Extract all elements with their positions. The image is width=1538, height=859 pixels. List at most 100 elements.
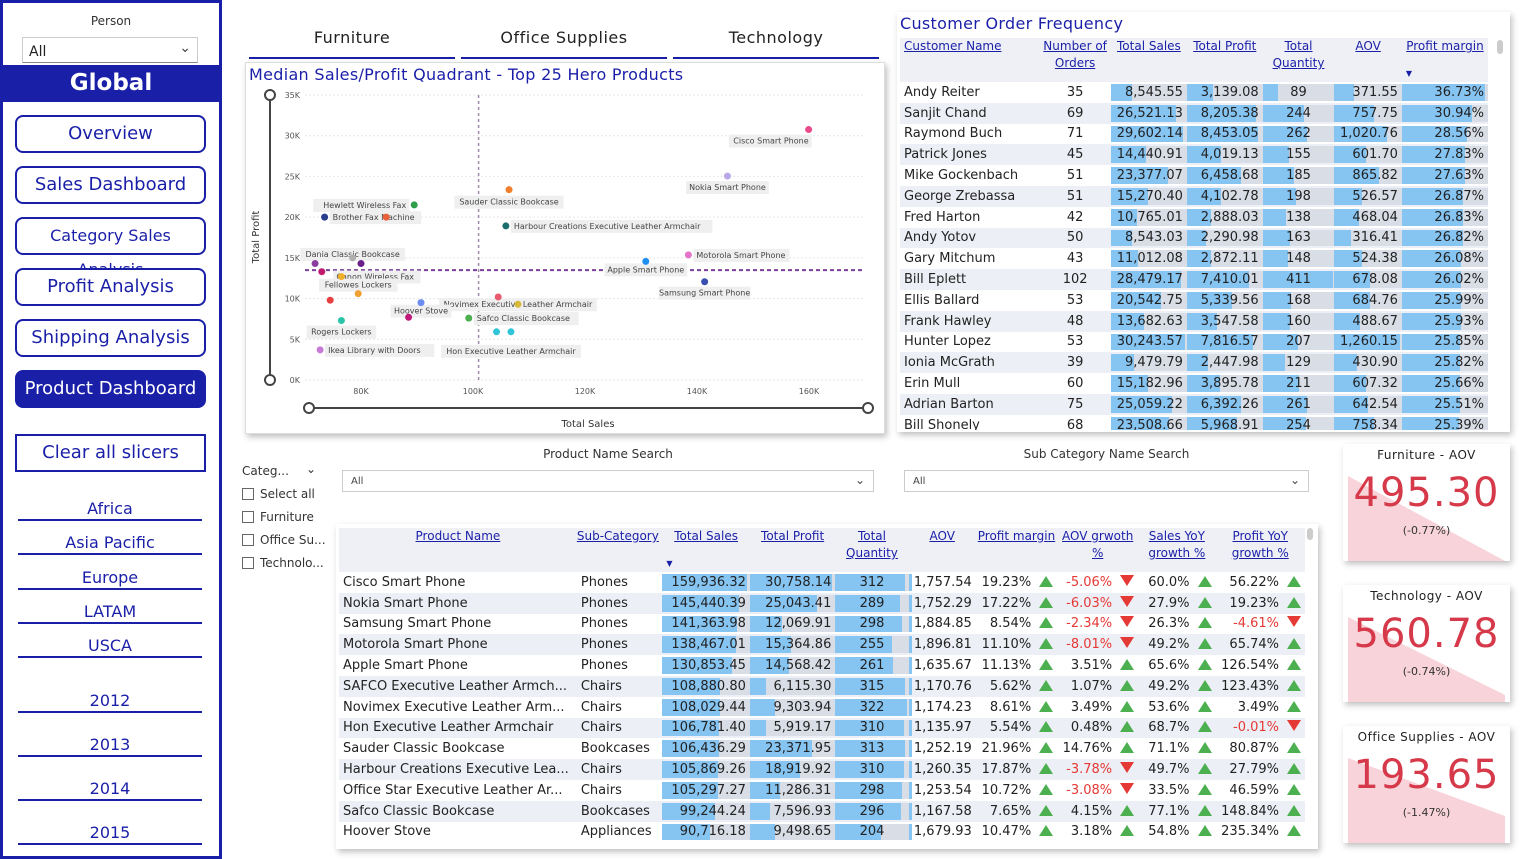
product-header-cell[interactable]: Sales YoY growth % <box>1138 528 1216 572</box>
product-header-cell[interactable]: Profit YoY growth % <box>1215 528 1305 572</box>
table-row[interactable]: Adrian Barton 75 25,059.22 6,392.26 261 642.5… <box>900 393 1488 415</box>
tab-technology[interactable]: Technology <box>673 28 879 59</box>
checkbox[interactable] <box>242 511 254 523</box>
clear-slicers-button[interactable]: Clear all slicers <box>15 434 206 472</box>
category-option-office-supplies[interactable]: Office Su... <box>242 533 326 547</box>
product-header-cell[interactable]: Product Name <box>339 528 577 572</box>
up-arrow-icon <box>1287 638 1301 650</box>
customer-header-cell[interactable]: Total Profit <box>1186 38 1263 82</box>
table-row[interactable]: Sanjit Chand 69 26,521.13 8,205.38 244 757.75… <box>900 102 1488 124</box>
growth-cell: -2.34% <box>1057 614 1138 635</box>
customer-header-cell[interactable]: Total Quantity <box>1262 38 1335 82</box>
product-header-cell[interactable]: AOV grwoth % <box>1057 528 1139 572</box>
subcategory-search-dropdown[interactable]: All ⌄ <box>904 470 1309 492</box>
region-europe-button[interactable]: Europe <box>18 568 202 590</box>
cell-text: 5,339.56 <box>1200 292 1259 308</box>
table-row[interactable]: Mike Gockenbach 51 23,377.07 6,458.68 185 865… <box>900 165 1488 186</box>
cell-text: 1,635.67 <box>913 658 972 674</box>
cell-text: Samsung Smart Phone <box>343 616 492 632</box>
tab-office-supplies[interactable]: Office Supplies <box>461 28 667 59</box>
year-2015-button[interactable]: 2015 <box>18 823 202 845</box>
nav-shipping-analysis-button[interactable]: Shipping Analysis <box>15 319 206 357</box>
table-row[interactable]: Harbour Creations Executive Lea... Chairs… <box>339 759 1305 780</box>
year-2013-button[interactable]: 2013 <box>18 735 202 757</box>
checkbox[interactable] <box>242 488 254 500</box>
table-row[interactable]: Ionia McGrath 39 9,479.79 2,447.98 129 430.90… <box>900 352 1488 374</box>
region-latam-button[interactable]: LATAM <box>18 602 202 624</box>
cell-text: 8.54% <box>989 616 1032 632</box>
customer-table-scrollbar[interactable] <box>1497 40 1503 54</box>
table-row[interactable]: Apple Smart Phone Phones 130,853.45 14,568.… <box>339 655 1305 676</box>
table-row[interactable]: Hon Executive Leather Armchair Chairs 106,… <box>339 717 1305 739</box>
product-header-cell[interactable]: Profit margin <box>975 528 1058 572</box>
product-table-viewport[interactable]: Product Name Sub-Category Total Sales ▼ Tota… <box>339 528 1305 848</box>
table-row[interactable]: Nokia Smart Phone Phones 145,440.39 25,043.… <box>339 592 1305 614</box>
nav-product-dashboard-button[interactable]: Product Dashboard <box>15 370 206 408</box>
product-header-cell[interactable]: AOV <box>908 528 976 572</box>
table-row[interactable]: Ellis Ballard 53 20,542.75 5,339.56 168 684.7… <box>900 290 1488 311</box>
table-row[interactable]: Andy Yotov 50 8,543.03 2,290.98 163 316.41 26.… <box>900 227 1488 249</box>
category-option-select-all[interactable]: Select all <box>242 487 315 501</box>
nav-category-sales-analysis-button[interactable]: Category Sales Analysis <box>15 217 206 279</box>
cell-bar <box>1110 416 1169 430</box>
nav-profit-analysis-button[interactable]: Profit Analysis <box>15 268 206 306</box>
cell-text: 7,816.57 <box>1200 334 1259 350</box>
table-row[interactable]: Erin Mull 60 15,182.96 3,895.78 211 607.32 25.… <box>900 373 1488 394</box>
customer-header-cell[interactable]: Number of Orders <box>1039 38 1111 82</box>
year-2014-button[interactable]: 2014 <box>18 779 202 801</box>
nav-sales-dashboard-button[interactable]: Sales Dashboard <box>15 166 206 204</box>
table-row[interactable]: Cisco Smart Phone Phones 159,936.32 30,758.… <box>339 572 1305 593</box>
customer-header-cell[interactable]: Total Sales <box>1110 38 1187 82</box>
cell-text: 30,758.14 <box>765 574 832 590</box>
category-option-furniture[interactable]: Furniture <box>242 510 314 524</box>
table-row[interactable]: SAFCO Executive Leather Armch... Chairs 10… <box>339 675 1305 697</box>
chevron-down-icon: ⌄ <box>179 40 191 56</box>
product-header-cell[interactable]: Total Sales ▼ <box>662 528 750 572</box>
tab-furniture[interactable]: Furniture <box>249 28 455 59</box>
product-table-scrollbar[interactable] <box>1307 528 1313 540</box>
customer-header-cell[interactable]: Customer Name <box>900 38 1040 82</box>
cell-text: 10,765.01 <box>1116 209 1183 225</box>
data-point <box>684 251 692 259</box>
cell-text: Chairs <box>580 782 622 798</box>
category-option-technology[interactable]: Technolo... <box>242 556 324 570</box>
table-row[interactable]: Novimex Executive Leather Arm... Chairs 10… <box>339 697 1305 718</box>
chevron-down-icon[interactable]: ⌄ <box>306 462 317 476</box>
region-asia-pacific-button[interactable]: Asia Pacific <box>18 533 202 555</box>
region-usca-button[interactable]: USCA <box>18 636 202 658</box>
table-row[interactable]: Sauder Classic Bookcase Bookcases 106,436.… <box>339 738 1305 759</box>
product-search-dropdown[interactable]: All ⌄ <box>342 470 874 492</box>
cell-text: 163 <box>1286 230 1311 246</box>
product-header-cell[interactable]: Total Profit <box>749 528 836 572</box>
table-row[interactable]: Gary Mitchum 43 11,012.08 2,872.11 148 524.38… <box>900 248 1488 269</box>
table-row[interactable]: Hoover Stove Appliances 90,716.18 9,498.65 2… <box>339 822 1305 843</box>
table-row[interactable]: Hunter Lopez 53 30,243.57 7,816.57 207 1,260.… <box>900 332 1488 353</box>
table-row[interactable]: Patrick Jones 45 14,440.91 4,019.13 155 601.7… <box>900 144 1488 166</box>
customer-header-cell[interactable]: AOV <box>1334 38 1402 82</box>
customer-table-viewport[interactable]: Customer Name Number of Orders Total Sales… <box>900 38 1490 430</box>
table-row[interactable]: Motorola Smart Phone Phones 138,467.01 15,3… <box>339 634 1305 656</box>
product-name-cell: Hoover Stove <box>339 822 577 843</box>
table-row[interactable]: Andy Reiter 35 8,545.55 3,139.08 89 371.55 36.… <box>900 82 1488 103</box>
cell-bar <box>1110 104 1176 122</box>
nav-overview-button[interactable]: Overview <box>15 115 206 153</box>
product-header-cell[interactable]: Sub-Category <box>576 528 663 572</box>
table-row[interactable]: Raymond Buch 71 29,602.14 8,453.05 262 1,020.… <box>900 124 1488 145</box>
region-africa-button[interactable]: Africa <box>18 499 202 521</box>
table-row[interactable]: George Zrebassa 51 15,270.40 4,102.78 198 526… <box>900 185 1488 207</box>
table-row[interactable]: Samsung Smart Phone Phones 141,363.98 12,06… <box>339 614 1305 635</box>
table-row[interactable]: Frank Hawley 48 13,682.63 3,547.58 160 488.67… <box>900 310 1488 332</box>
table-row[interactable]: Bill Shonely 68 23,508.66 5,968.91 254 758.34… <box>900 415 1488 430</box>
table-row[interactable]: Fred Harton 42 10,765.01 2,888.03 138 468.04 2… <box>900 207 1488 228</box>
checkbox[interactable] <box>242 534 254 546</box>
table-row[interactable]: Bill Eplett 102 28,479.17 7,410.01 411 678.08… <box>900 269 1488 290</box>
year-2012-button[interactable]: 2012 <box>18 691 202 713</box>
point-label: Rogers Lockers <box>311 328 371 337</box>
product-header-cell[interactable]: Total Quantity <box>835 528 909 572</box>
table-row[interactable]: Safco Classic Bookcase Bookcases 99,244.24… <box>339 800 1305 822</box>
table-row[interactable]: Office Star Executive Leather Ar... Chair… <box>339 780 1305 801</box>
person-slicer-dropdown[interactable]: All ⌄ <box>22 37 198 63</box>
customer-header-cell[interactable]: Profit margin ▼ <box>1401 38 1488 82</box>
cell-text: Ellis Ballard <box>904 292 980 308</box>
checkbox[interactable] <box>242 557 254 569</box>
